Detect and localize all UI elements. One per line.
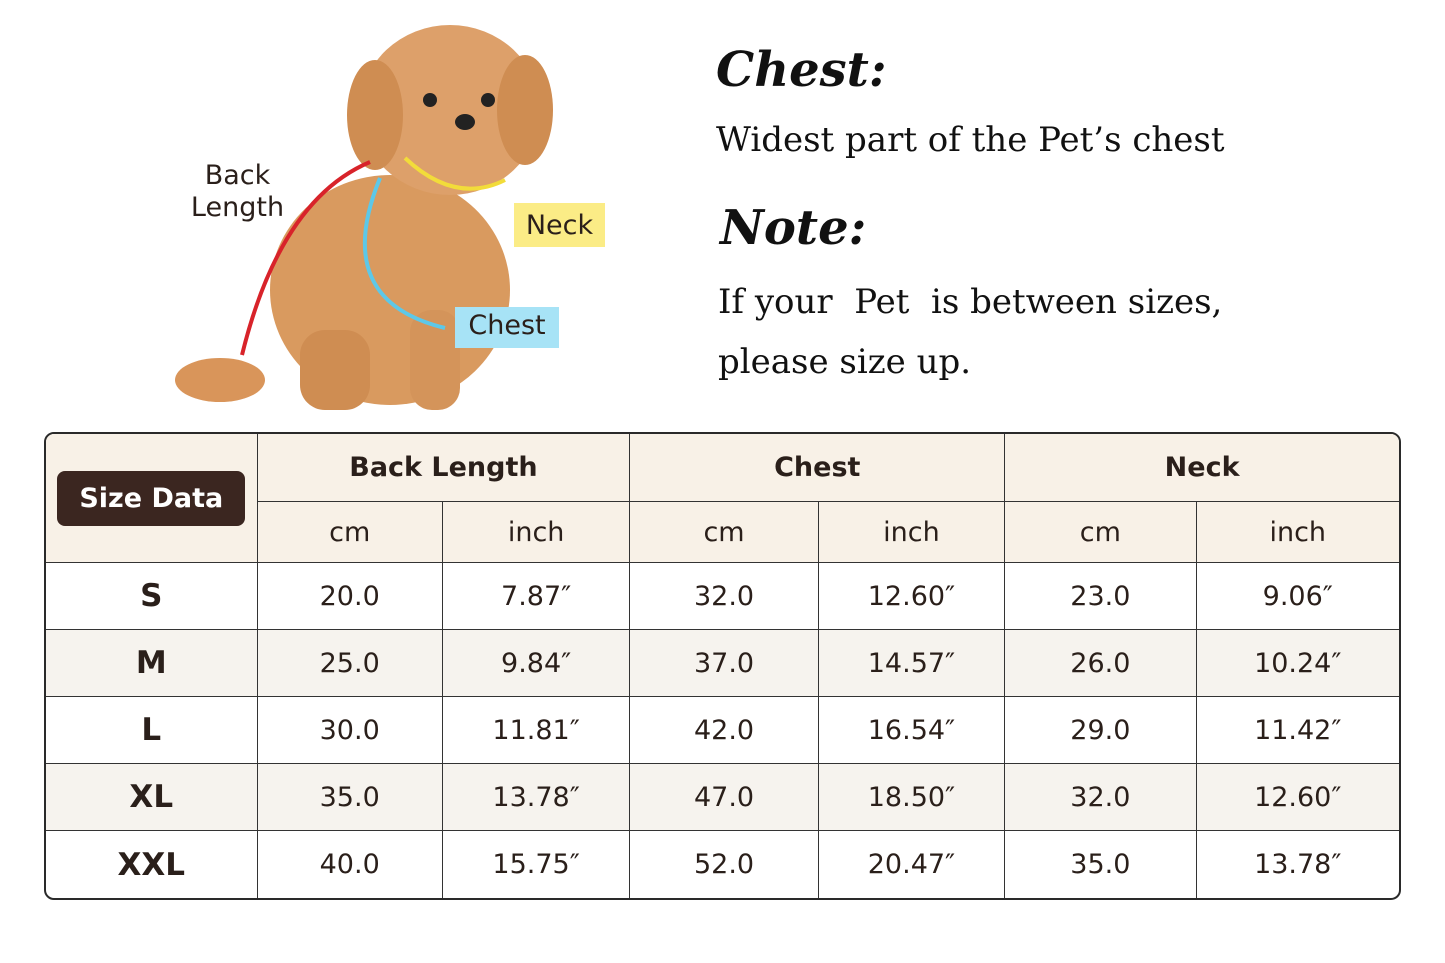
unit-header: cm <box>1005 502 1197 563</box>
size-cell: XL <box>46 764 258 831</box>
value-cell: 9.06″ <box>1196 563 1399 630</box>
value-cell: 20.0 <box>257 563 443 630</box>
chest-heading: Chest: <box>716 42 887 98</box>
value-cell: 11.81″ <box>442 697 631 764</box>
unit-header: inch <box>818 502 1006 563</box>
size-table: Size Data Back Length Chest Neck cm inch cm inc… <box>44 432 1401 900</box>
size-row: XL 35.0 13.78″ 47.0 18.50″ 32.0 12.60″ <box>46 764 1399 831</box>
unit-row: cm inch cm inch cm inch <box>46 502 1399 563</box>
value-cell: 30.0 <box>257 697 443 764</box>
chest-label: Chest <box>468 310 546 341</box>
size-cell: XXL <box>46 831 258 898</box>
value-cell: 13.78″ <box>442 764 631 831</box>
value-cell: 16.54″ <box>818 697 1006 764</box>
value-cell: 23.0 <box>1005 563 1197 630</box>
value-cell: 12.60″ <box>1196 764 1399 831</box>
size-cell: S <box>46 563 258 630</box>
unit-header: cm <box>257 502 443 563</box>
value-cell: 11.42″ <box>1196 697 1399 764</box>
value-cell: 32.0 <box>630 563 819 630</box>
value-cell: 14.57″ <box>818 630 1006 697</box>
value-cell: 29.0 <box>1005 697 1197 764</box>
unit-header: inch <box>442 502 631 563</box>
size-row: S 20.0 7.87″ 32.0 12.60″ 23.0 9.06″ <box>46 563 1399 630</box>
group-header: Neck <box>1005 434 1399 502</box>
size-data-badge: Size Data <box>57 470 246 526</box>
back-length-label: Back Length <box>190 160 285 223</box>
group-header: Back Length <box>257 434 631 502</box>
dog-illustration <box>175 25 605 410</box>
corner-cell: Size Data <box>46 434 258 563</box>
note-line: please size up. <box>718 342 972 382</box>
size-row: L 30.0 11.81″ 42.0 16.54″ 29.0 11.42″ <box>46 697 1399 764</box>
size-cell: M <box>46 630 258 697</box>
size-row: XXL 40.0 15.75″ 52.0 20.47″ 35.0 13.78″ <box>46 831 1399 898</box>
size-row: M 25.0 9.84″ 37.0 14.57″ 26.0 10.24″ <box>46 630 1399 697</box>
value-cell: 15.75″ <box>443 831 631 898</box>
group-header: Chest <box>630 434 1006 502</box>
value-cell: 52.0 <box>630 831 819 898</box>
value-cell: 42.0 <box>630 697 819 764</box>
value-cell: 7.87″ <box>442 563 631 630</box>
value-cell: 40.0 <box>258 831 443 898</box>
unit-header: inch <box>1196 502 1399 563</box>
size-cell: L <box>46 697 258 764</box>
value-cell: 18.50″ <box>818 764 1006 831</box>
value-cell: 47.0 <box>630 764 819 831</box>
value-cell: 37.0 <box>630 630 819 697</box>
value-cell: 20.47″ <box>819 831 1006 898</box>
chest-text: Widest part of the Pet’s chest <box>716 120 1225 160</box>
value-cell: 9.84″ <box>442 630 631 697</box>
value-cell: 35.0 <box>1005 831 1197 898</box>
unit-header: cm <box>630 502 819 563</box>
value-cell: 25.0 <box>257 630 443 697</box>
value-cell: 35.0 <box>257 764 443 831</box>
note-line: If your Pet is between sizes, <box>718 282 1223 322</box>
value-cell: 13.78″ <box>1254 849 1342 880</box>
header-row: Size Data Back Length Chest Neck <box>46 434 1399 563</box>
note-heading: Note: <box>720 200 867 256</box>
value-cell: 32.0 <box>1005 764 1197 831</box>
value-cell: 10.24″ <box>1196 630 1399 697</box>
value-cell: 26.0 <box>1005 630 1197 697</box>
value-cell: 12.60″ <box>818 563 1006 630</box>
neck-label: Neck <box>525 210 594 241</box>
